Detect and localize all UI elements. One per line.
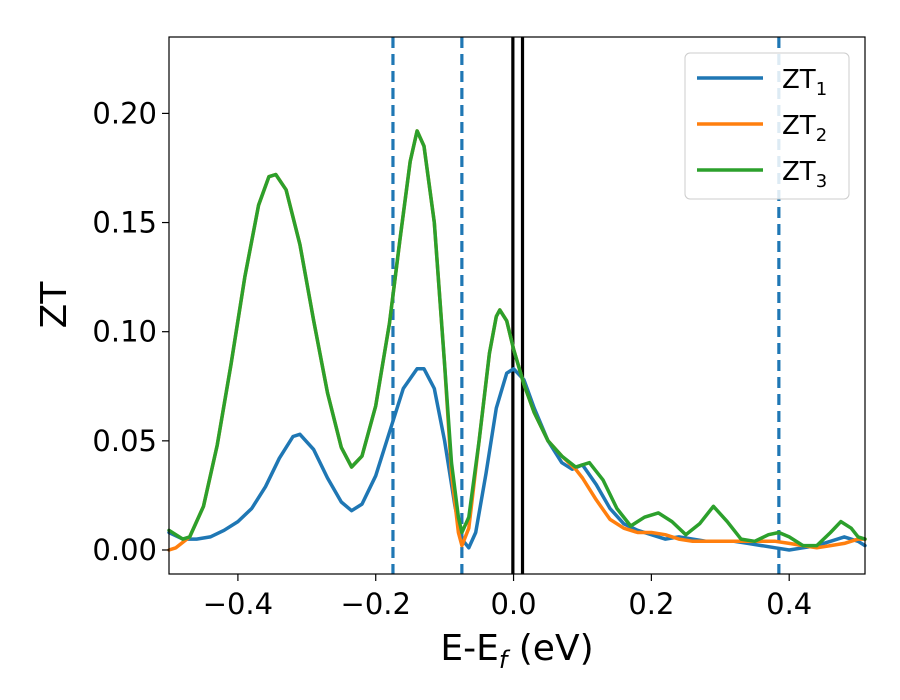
x-tick-label: 0.2 bbox=[628, 587, 674, 621]
series-line-3 bbox=[167, 129, 867, 548]
legend-label-1: ZT1 bbox=[782, 65, 827, 100]
series-group bbox=[167, 129, 867, 552]
y-tick-label: 0.05 bbox=[92, 424, 157, 458]
x-tick-label: −0.2 bbox=[341, 587, 411, 621]
x-axis: −0.4 −0.2 0.0 0.2 0.4 bbox=[203, 574, 812, 621]
y-tick-label: 0.10 bbox=[92, 315, 157, 349]
y-tick-label: 0.15 bbox=[92, 206, 157, 240]
y-axis-label: ZT bbox=[34, 281, 75, 329]
legend: ZT1 ZT2 ZT3 bbox=[684, 52, 850, 200]
legend-label-3: ZT3 bbox=[782, 157, 827, 192]
plot-frame bbox=[168, 36, 866, 575]
x-tick-label: −0.4 bbox=[203, 587, 273, 621]
x-tick-label: 0.0 bbox=[490, 587, 536, 621]
y-tick-label: 0.00 bbox=[92, 533, 157, 567]
x-axis-label: E-Ef (eV) bbox=[440, 628, 593, 674]
y-tick-label: 0.20 bbox=[92, 96, 157, 130]
legend-box bbox=[684, 52, 850, 200]
x-tick-label: 0.4 bbox=[766, 587, 812, 621]
legend-label-2: ZT2 bbox=[782, 111, 827, 146]
y-axis: 0.00 0.05 0.10 0.15 0.20 bbox=[92, 96, 169, 567]
